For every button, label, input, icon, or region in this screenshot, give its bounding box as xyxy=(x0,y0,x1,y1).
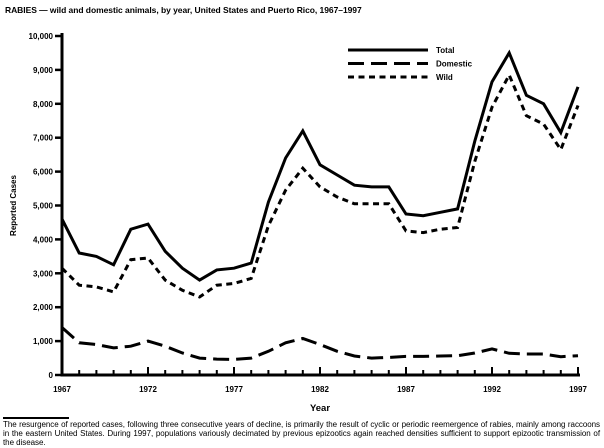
x-tick-label: 1982 xyxy=(311,385,329,394)
x-tick-label: 1977 xyxy=(225,385,243,394)
y-tick-label: 0 xyxy=(49,371,54,380)
y-axis-title: Reported Cases xyxy=(9,175,18,236)
y-tick-label: 4,000 xyxy=(33,235,54,244)
y-tick-label: 7,000 xyxy=(33,134,54,143)
footnote-text: The resurgence of reported cases, follow… xyxy=(3,420,600,448)
y-tick-label: 1,000 xyxy=(33,337,54,346)
y-tick-label: 2,000 xyxy=(33,303,54,312)
y-tick-label: 6,000 xyxy=(33,168,54,177)
x-tick-label: 1972 xyxy=(139,385,157,394)
rabies-line-chart: 0 1,000 2,000 3,000 4,000 5,000 6,000 7,000 8,00… xyxy=(9,32,587,414)
figure-title: RABIES — wild and domestic animals, by y… xyxy=(5,5,362,15)
series-line-wild xyxy=(60,71,580,299)
y-tick-label: 5,000 xyxy=(33,202,54,211)
y-tick-label: 8,000 xyxy=(33,100,54,109)
x-tick-label: 1987 xyxy=(397,385,415,394)
x-axis-title: Year xyxy=(310,403,330,414)
series-line-domestic xyxy=(61,326,579,361)
y-tick-label: 10,000 xyxy=(29,32,54,41)
legend-label-domestic: Domestic xyxy=(436,60,473,69)
legend-label-wild: Wild xyxy=(436,73,453,82)
y-tick-label: 9,000 xyxy=(33,66,54,75)
y-tick-label: 3,000 xyxy=(33,269,54,278)
x-tick-label: 1997 xyxy=(569,385,587,394)
series-line-total xyxy=(60,49,580,282)
footnote-rule xyxy=(3,417,69,419)
legend-label-total: Total xyxy=(436,46,455,55)
x-tick-label: 1992 xyxy=(483,385,501,394)
x-tick-label: 1967 xyxy=(53,385,71,394)
